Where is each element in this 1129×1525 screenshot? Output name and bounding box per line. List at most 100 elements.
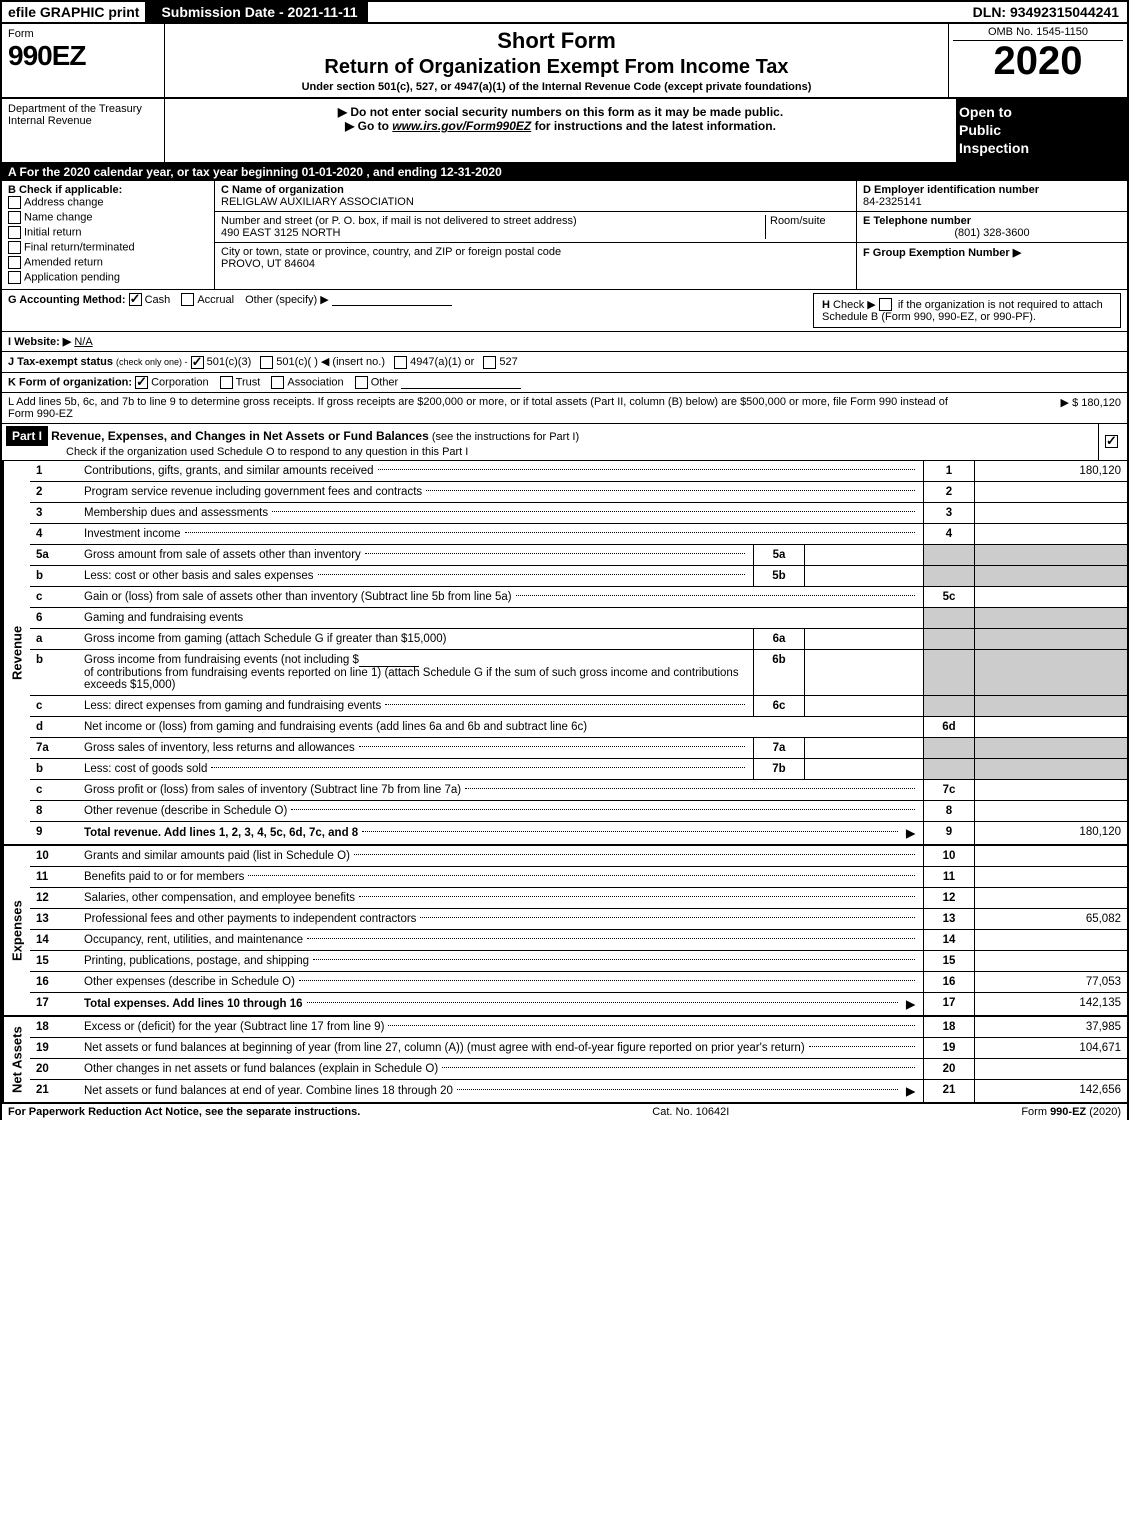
other-specify: Other (specify) ▶ [245,294,329,306]
line-4: 4 Investment income 4 [30,524,1127,545]
chk-address-change[interactable]: Address change [8,196,208,209]
ssn-warning: ▶ Do not enter social security numbers o… [171,105,950,119]
section-c: C Name of organization RELIGLAW AUXILIAR… [215,181,857,289]
line-21-value: 142,656 [974,1080,1127,1102]
city-state-zip: PROVO, UT 84604 [221,258,850,270]
irs-link[interactable]: www.irs.gov/Form990EZ [392,119,531,133]
chk-corporation[interactable] [135,376,148,389]
top-bar: efile GRAPHIC print Submission Date - 20… [0,0,1129,24]
chk-name-change[interactable]: Name change [8,211,208,224]
section-h-box: H Check ▶ if the organization is not req… [813,293,1121,329]
chk-cash[interactable] [129,293,142,306]
line-19: 19 Net assets or fund balances at beginn… [30,1038,1127,1059]
group-exemption-label: F Group Exemption Number ▶ [863,247,1021,259]
form-number-cell: Form 990EZ [2,24,165,97]
page-footer: For Paperwork Reduction Act Notice, see … [0,1104,1129,1120]
instructions-cell: ▶ Do not enter social security numbers o… [165,99,957,162]
line-11: 11 Benefits paid to or for members 11 [30,867,1127,888]
part1-header-row: Part I Revenue, Expenses, and Changes in… [0,424,1129,461]
tax-year: 2020 [953,41,1123,81]
line-5c: c Gain or (loss) from sale of assets oth… [30,587,1127,608]
line-18-value: 37,985 [974,1017,1127,1037]
chk-schedule-o-part1[interactable] [1105,435,1118,448]
part1-note: (see the instructions for Part I) [432,431,579,443]
line-6: 6 Gaming and fundraising events [30,608,1127,629]
dept-instructions-row: Department of the Treasury Internal Reve… [0,99,1129,163]
dept-treasury: Department of the Treasury [8,103,158,115]
line-13-value: 65,082 [974,909,1127,929]
dept-irs: Internal Revenue [8,115,158,127]
chk-amended-return[interactable]: Amended return [8,256,208,269]
line-9-value: 180,120 [974,822,1127,844]
room-suite-label: Room/suite [770,215,850,227]
subtitle: Under section 501(c), 527, or 4947(a)(1)… [173,81,940,93]
line-18: 18 Excess or (deficit) for the year (Sub… [30,1017,1127,1038]
inspection-line1: Open to [959,103,1125,121]
dln-number: DLN: 93492315044241 [965,2,1127,22]
efile-print-label[interactable]: efile GRAPHIC print [2,2,151,22]
phone-label: E Telephone number [863,215,1121,227]
cat-number: Cat. No. 10642I [360,1106,1021,1118]
section-k-label: K Form of organization: [8,376,132,388]
section-b: B Check if applicable: Address change Na… [2,181,215,289]
chk-4947[interactable] [394,356,407,369]
revenue-side-label: Revenue [2,461,30,844]
line-6d: d Net income or (loss) from gaming and f… [30,717,1127,738]
line-1: 1 Contributions, gifts, grants, and simi… [30,461,1127,482]
line-1-value: 180,120 [974,461,1127,481]
chk-association[interactable] [271,376,284,389]
line-13: 13 Professional fees and other payments … [30,909,1127,930]
paperwork-notice: For Paperwork Reduction Act Notice, see … [8,1106,360,1118]
tax-period-row: A For the 2020 calendar year, or tax yea… [0,163,1129,181]
chk-application-pending[interactable]: Application pending [8,271,208,284]
section-j-label: J Tax-exempt status [8,356,113,368]
inspection-line2: Public [959,121,1125,139]
line-15: 15 Printing, publications, postage, and … [30,951,1127,972]
part1-check-text: Check if the organization used Schedule … [6,446,1094,458]
chk-initial-return[interactable]: Initial return [8,226,208,239]
chk-final-return[interactable]: Final return/terminated [8,241,208,254]
form-version: Form 990-EZ (2020) [1021,1106,1121,1118]
gross-receipts-row: L Add lines 5b, 6c, and 7b to line 9 to … [0,393,1129,424]
street-address: 490 EAST 3125 NORTH [221,227,765,239]
short-form-title: Short Form [173,28,940,54]
line-21: 21 Net assets or fund balances at end of… [30,1080,1127,1102]
section-g-label: G Accounting Method: [8,294,126,306]
line-7b: b Less: cost of goods sold 7b [30,759,1127,780]
net-assets-side-label: Net Assets [2,1017,30,1102]
section-l-text: L Add lines 5b, 6c, and 7b to line 9 to … [8,396,975,420]
line-6b: b Gross income from fundraising events (… [30,650,1127,696]
line-3: 3 Membership dues and assessments 3 [30,503,1127,524]
inspection-cell: Open to Public Inspection [957,99,1127,162]
chk-accrual[interactable] [181,293,194,306]
line-6a: a Gross income from gaming (attach Sched… [30,629,1127,650]
chk-501c[interactable] [260,356,273,369]
chk-527[interactable] [483,356,496,369]
part1-title: Revenue, Expenses, and Changes in Net As… [51,429,429,443]
entity-block: B Check if applicable: Address change Na… [0,181,1129,290]
form-header: Form 990EZ Short Form Return of Organiza… [0,24,1129,99]
expenses-side-label: Expenses [2,846,30,1015]
inspection-line3: Inspection [959,139,1125,157]
line-7a: 7a Gross sales of inventory, less return… [30,738,1127,759]
line-9: 9 Total revenue. Add lines 1, 2, 3, 4, 5… [30,822,1127,844]
form-of-org-row: K Form of organization: Corporation Trus… [0,373,1129,393]
chk-schedule-b[interactable] [879,298,892,311]
line-20: 20 Other changes in net assets or fund b… [30,1059,1127,1080]
website-row: I Website: ▶ N/A [0,332,1129,352]
chk-other-org[interactable] [355,376,368,389]
line-16: 16 Other expenses (describe in Schedule … [30,972,1127,993]
line-10: 10 Grants and similar amounts paid (list… [30,846,1127,867]
form-label: Form [8,28,158,40]
tax-exempt-row: J Tax-exempt status (check only one) - 5… [0,352,1129,373]
form-number: 990EZ [8,40,158,72]
chk-trust[interactable] [220,376,233,389]
line-5b: b Less: cost or other basis and sales ex… [30,566,1127,587]
submission-date: Submission Date - 2021-11-11 [151,2,367,22]
line-7c: c Gross profit or (loss) from sales of i… [30,780,1127,801]
part1-table: Revenue 1 Contributions, gifts, grants, … [0,461,1129,1104]
chk-501c3[interactable] [191,356,204,369]
line-19-value: 104,671 [974,1038,1127,1058]
line-12: 12 Salaries, other compensation, and emp… [30,888,1127,909]
line-6c: c Less: direct expenses from gaming and … [30,696,1127,717]
